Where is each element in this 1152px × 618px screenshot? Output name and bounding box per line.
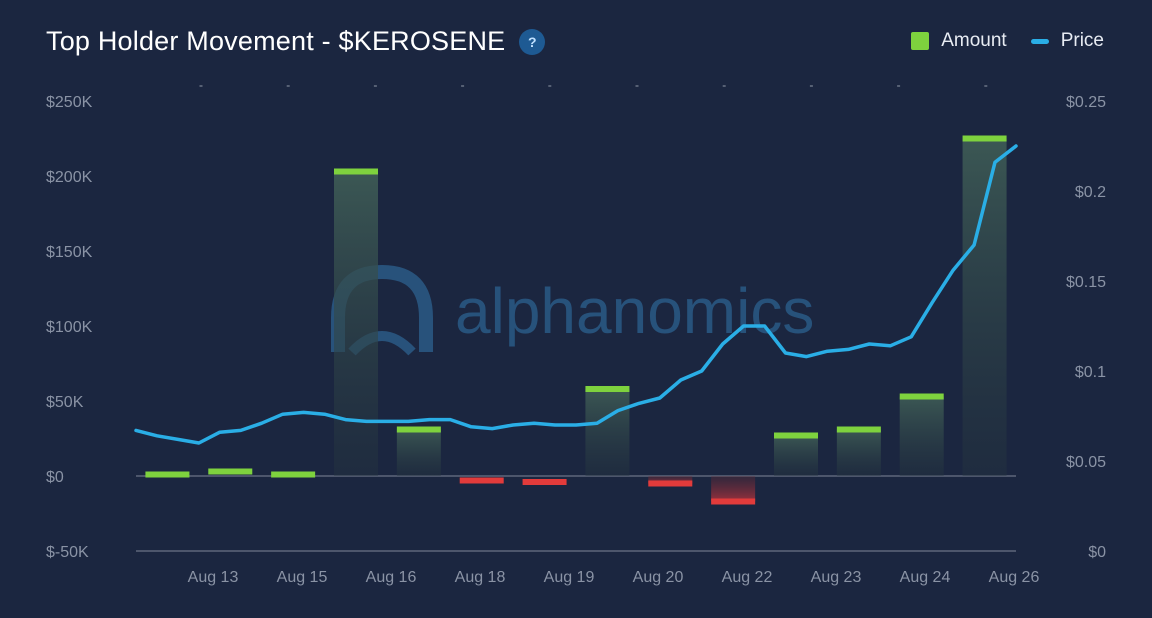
x-tick-label: Aug 22 xyxy=(722,569,773,586)
price-line-group xyxy=(134,144,1018,445)
right-tick-label: $0.25 xyxy=(1066,94,1106,111)
amount-bar-fill[interactable] xyxy=(648,476,693,484)
right-tick-label: $0.15 xyxy=(1066,274,1106,291)
x-tick-label: Aug 26 xyxy=(989,569,1040,586)
x-tick-label: Aug 19 xyxy=(544,569,595,586)
amount-bar-cap[interactable] xyxy=(711,498,756,505)
left-tick-label: $50K xyxy=(46,394,84,411)
amount-bar-cap[interactable] xyxy=(145,471,190,478)
amount-bar-cap[interactable] xyxy=(334,168,378,175)
right-axis: $0 $0.05 $0.1 $0.15 $0.2 $0.25 xyxy=(1066,94,1106,561)
legend: Amount Price xyxy=(911,30,1104,52)
amount-bar-fill[interactable] xyxy=(962,138,1007,477)
x-tick-label: Aug 13 xyxy=(188,569,239,586)
amount-bar-cap[interactable] xyxy=(836,426,881,433)
amount-bars xyxy=(145,135,1007,505)
right-tick-label: $0.05 xyxy=(1066,454,1106,471)
amount-bar-cap[interactable] xyxy=(208,468,253,475)
left-tick-label: $-50K xyxy=(46,544,89,561)
amount-bar-fill[interactable] xyxy=(774,435,818,477)
left-tick-label: $0 xyxy=(46,469,64,486)
help-icon[interactable]: ? xyxy=(519,28,546,55)
amount-bar-fill[interactable] xyxy=(585,389,630,476)
amount-bar-cap[interactable] xyxy=(899,393,944,400)
amount-bar-cap[interactable] xyxy=(774,432,818,439)
amount-bar-cap[interactable] xyxy=(271,471,316,478)
left-axis: $-50K $0 $50K $100K $150K $200K $250K xyxy=(46,94,93,561)
price-line[interactable] xyxy=(134,144,1018,445)
watermark-text: alphanomics xyxy=(455,275,814,347)
amount-bar-fill[interactable] xyxy=(899,396,944,477)
amount-bar-fill[interactable] xyxy=(396,429,441,477)
amount-bar-cap[interactable] xyxy=(522,479,567,485)
right-tick-label: $0.1 xyxy=(1075,364,1106,381)
amount-bar-cap[interactable] xyxy=(459,477,504,484)
left-tick-label: $200K xyxy=(46,169,93,186)
legend-item-price[interactable]: Price xyxy=(1030,30,1104,52)
watermark: alphanomics xyxy=(331,264,814,356)
left-tick-label: $150K xyxy=(46,244,93,261)
chart-title-text: Top Holder Movement - $KEROSENE xyxy=(46,26,506,56)
amount-bar-fill[interactable] xyxy=(334,171,378,477)
x-tick-label: Aug 20 xyxy=(633,569,684,586)
x-axis: Aug 13 Aug 15 Aug 16 Aug 18 Aug 19 Aug 20 Aug … xyxy=(188,569,1040,586)
right-tick-label: $0 xyxy=(1088,544,1106,561)
legend-price-label: Price xyxy=(1060,30,1104,51)
chart-title: Top Holder Movement - $KEROSENE ? xyxy=(46,26,546,57)
left-tick-label: $250K xyxy=(46,94,93,111)
amount-bar-cap[interactable] xyxy=(396,426,441,433)
amount-bar-cap[interactable] xyxy=(585,386,630,392)
x-tick-label: Aug 15 xyxy=(277,569,328,586)
legend-item-amount[interactable]: Amount xyxy=(911,30,1007,52)
right-tick-label: $0.2 xyxy=(1075,184,1106,201)
amount-bar-fill[interactable] xyxy=(711,476,756,502)
amount-bar-cap[interactable] xyxy=(962,135,1007,142)
amount-bar-cap[interactable] xyxy=(648,480,693,487)
price-swatch-icon xyxy=(1030,38,1049,44)
legend-amount-label: Amount xyxy=(941,30,1007,51)
amount-bar-fill[interactable] xyxy=(836,429,881,477)
left-tick-label: $100K xyxy=(46,319,93,336)
x-tick-label: Aug 24 xyxy=(900,569,951,586)
amount-swatch-icon xyxy=(911,32,930,50)
x-tick-label: Aug 18 xyxy=(455,569,506,586)
x-tick-label: Aug 23 xyxy=(811,569,862,586)
x-tick-label: Aug 16 xyxy=(366,569,417,586)
